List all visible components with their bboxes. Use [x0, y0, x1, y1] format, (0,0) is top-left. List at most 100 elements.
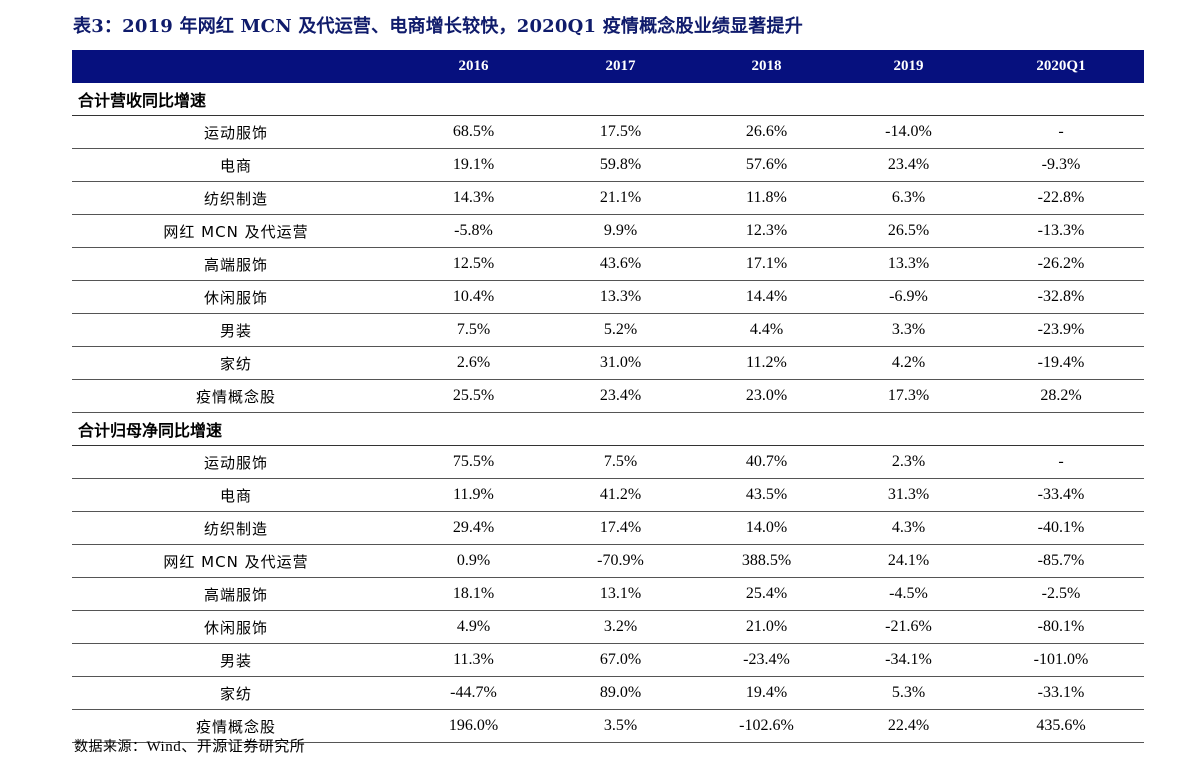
table-cell: -22.8%: [1037, 189, 1085, 206]
section-header: 合计营收同比增速: [72, 83, 1144, 116]
row-label: 电商: [219, 156, 252, 175]
table-cell: 2.3%: [891, 453, 926, 470]
table-title: 表3：2019 年网红 MCN 及代运营、电商增长较快，2020Q1 疫情概念股…: [73, 16, 803, 37]
table-cell: 388.5%: [741, 552, 792, 569]
table-row: 网红 MCN 及代运营 -5.8% 9.9% 12.3% 26.5% -13.3%: [72, 215, 1144, 248]
header-col-2019: 2019: [893, 58, 924, 74]
row-label: 家纺: [219, 354, 252, 373]
table-cell: 19.4%: [745, 684, 788, 701]
table-cell: -: [1058, 123, 1064, 140]
table-cell: 41.2%: [599, 486, 642, 503]
table-cell: 9.9%: [603, 222, 638, 239]
table-cell: 12.5%: [452, 255, 495, 272]
row-label: 运动服饰: [203, 453, 268, 472]
table-cell: 17.1%: [745, 255, 788, 272]
row-label: 纺织制造: [203, 519, 268, 538]
table-cell: 11.9%: [453, 486, 494, 503]
table-row: 高端服饰 12.5% 43.6% 17.1% 13.3% -26.2%: [72, 248, 1144, 281]
row-label: 网红 MCN 及代运营: [163, 222, 309, 241]
table-body: 合计营收同比增速 运动服饰 68.5% 17.5% 26.6% -14.0% - 电商 19.1…: [72, 83, 1144, 743]
header-col-2020q1: 2020Q1: [1036, 58, 1086, 74]
table-cell: 196.0%: [448, 717, 499, 734]
table-cell: 17.4%: [599, 519, 642, 536]
table-cell: -19.4%: [1037, 354, 1085, 371]
data-table: 2016 2017 2018 2019 2020Q1 合计营收同比增速运动服饰 6…: [72, 50, 1144, 743]
table-row: 休闲服饰 10.4% 13.3% 14.4% -6.9% -32.8%: [72, 281, 1144, 314]
table-cell: 7.5%: [603, 453, 638, 470]
table-cell: -13.3%: [1037, 222, 1085, 239]
table-cell: 11.8%: [746, 189, 787, 206]
table-row: 男装 11.3% 67.0% -23.4% -34.1% -101.0%: [72, 644, 1144, 677]
table-cell: 40.7%: [745, 453, 788, 470]
table-cell: 17.3%: [887, 387, 930, 404]
table-cell: -6.9%: [889, 288, 928, 305]
header-col-2017: 2017: [605, 58, 636, 74]
table-cell: 22.4%: [887, 717, 930, 734]
table-cell: 67.0%: [599, 651, 642, 668]
table-cell: -14.0%: [885, 123, 932, 140]
table-cell: 4.9%: [456, 618, 491, 635]
table-cell: -70.9%: [597, 552, 644, 569]
row-label: 高端服饰: [203, 255, 268, 274]
table-cell: -23.4%: [743, 651, 790, 668]
row-label: 运动服饰: [203, 123, 268, 142]
table-row: 家纺 2.6% 31.0% 11.2% 4.2% -19.4%: [72, 347, 1144, 380]
row-label: 家纺: [219, 684, 252, 703]
table-cell: -2.5%: [1041, 585, 1081, 602]
table-cell: 89.0%: [599, 684, 642, 701]
table-cell: 12.3%: [745, 222, 788, 239]
row-label: 网红 MCN 及代运营: [163, 552, 309, 571]
table-cell: 5.3%: [891, 684, 926, 701]
table-cell: -80.1%: [1037, 618, 1085, 635]
table-cell: 11.3%: [453, 651, 494, 668]
table-row: 电商 11.9% 41.2% 43.5% 31.3% -33.4%: [72, 479, 1144, 512]
table-cell: -34.1%: [885, 651, 932, 668]
table-cell: 25.5%: [452, 387, 495, 404]
table-cell: -32.8%: [1037, 288, 1085, 305]
table-cell: 23.4%: [887, 156, 930, 173]
table-cell: 11.2%: [746, 354, 787, 371]
table-cell: 26.6%: [745, 123, 788, 140]
table-cell: -23.9%: [1037, 321, 1085, 338]
row-label: 休闲服饰: [203, 288, 268, 307]
table-cell: 43.6%: [599, 255, 642, 272]
table-cell: 75.5%: [452, 453, 495, 470]
table-cell: -9.3%: [1041, 156, 1081, 173]
table-cell: -101.0%: [1033, 651, 1089, 668]
table-row: 男装 7.5% 5.2% 4.4% 3.3% -23.9%: [72, 314, 1144, 347]
table-cell: 13.3%: [599, 288, 642, 305]
table-cell: -102.6%: [739, 717, 794, 734]
table-cell: 7.5%: [456, 321, 491, 338]
table-cell: 21.0%: [745, 618, 788, 635]
row-label: 休闲服饰: [203, 618, 268, 637]
table-row: 运动服饰 75.5% 7.5% 40.7% 2.3% -: [72, 446, 1144, 479]
source-text: Wind、开源证券研究所: [146, 739, 306, 755]
table-cell: -33.4%: [1037, 486, 1085, 503]
table-row: 高端服饰 18.1% 13.1% 25.4% -4.5% -2.5%: [72, 578, 1144, 611]
table-cell: 13.1%: [599, 585, 642, 602]
table-cell: 3.3%: [891, 321, 926, 338]
table-row: 休闲服饰 4.9% 3.2% 21.0% -21.6% -80.1%: [72, 611, 1144, 644]
row-label: 纺织制造: [203, 189, 268, 208]
table-cell: 25.4%: [745, 585, 788, 602]
table-cell: 3.5%: [603, 717, 638, 734]
table-cell: 19.1%: [452, 156, 495, 173]
table-header-row: 2016 2017 2018 2019 2020Q1: [72, 50, 1144, 83]
table-cell: 23.0%: [745, 387, 788, 404]
table-row: 运动服饰 68.5% 17.5% 26.6% -14.0% -: [72, 116, 1144, 149]
table-row: 纺织制造 29.4% 17.4% 14.0% 4.3% -40.1%: [72, 512, 1144, 545]
row-label: 男装: [219, 651, 252, 670]
source-note: 数据来源：Wind、开源证券研究所: [74, 735, 305, 756]
row-label: 男装: [219, 321, 252, 340]
table-cell: 6.3%: [891, 189, 926, 206]
table-cell: 57.6%: [745, 156, 788, 173]
table-cell: -5.8%: [454, 222, 493, 239]
source-prefix: 数据来源：: [74, 739, 147, 755]
table-cell: 31.3%: [887, 486, 930, 503]
table-cell: 4.4%: [749, 321, 784, 338]
table-cell: 21.1%: [599, 189, 642, 206]
table-cell: 43.5%: [745, 486, 788, 503]
table-cell: 17.5%: [599, 123, 642, 140]
table-cell: -85.7%: [1037, 552, 1085, 569]
table-cell: 4.2%: [891, 354, 926, 371]
